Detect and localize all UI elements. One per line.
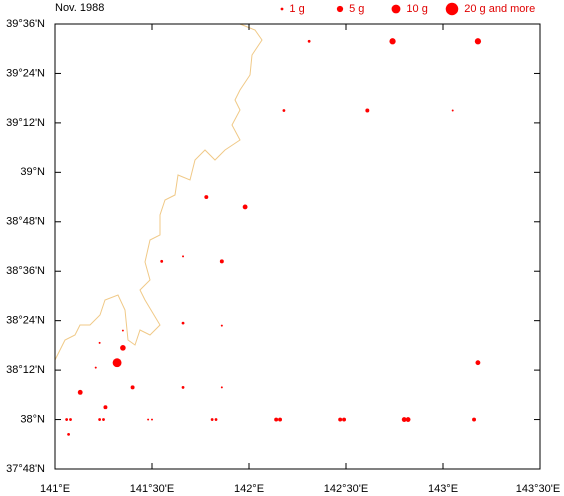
catch-point [98,341,101,344]
catch-point [220,324,223,327]
catch-point [65,418,69,421]
plot-frame [54,23,541,470]
catch-point [69,418,72,421]
catch-point [220,386,223,389]
catch-point [405,417,411,422]
catch-point [365,108,370,113]
catch-point [160,259,164,263]
x-tick-label: 142°E [234,483,264,495]
coastline [54,23,263,361]
x-tick-label: 141°E [40,483,70,495]
catch-point [181,321,185,325]
y-tick-label: 39°N [20,166,45,178]
legend-marker [391,4,401,14]
catch-point [242,204,248,210]
catch-point [338,417,343,422]
legend-marker [336,5,344,13]
legend-label: 20 g and more [464,3,535,15]
x-tick-label: 143°30'E [516,483,560,495]
y-tick-label: 39°36'N [6,18,45,30]
catch-point [121,329,124,332]
x-tick-label: 141°30'E [130,483,174,495]
catch-point [475,360,481,366]
catch-point [98,418,102,421]
catch-point [182,255,185,258]
catch-point [102,418,105,421]
catch-point [342,417,347,422]
catch-point [278,417,283,422]
y-tick-label: 38°N [20,413,45,425]
catch-point [112,358,122,368]
catch-point [474,38,482,45]
legend-label: 5 g [349,3,364,15]
y-tick-label: 37°48'N [6,463,45,475]
catch-point [77,389,83,395]
y-tick-label: 38°48'N [6,216,45,228]
catch-point [120,345,126,351]
catch-point [147,418,150,421]
y-tick-label: 39°24'N [6,67,45,79]
catch-point [67,432,70,436]
chart-title: Nov. 1988 [55,2,104,14]
y-tick-label: 38°12'N [6,364,45,376]
legend-label: 10 g [406,3,427,15]
catch-point [451,109,454,112]
y-tick-label: 38°36'N [6,265,45,277]
catch-point [401,417,407,422]
catch-point [274,417,279,422]
catch-point [94,366,97,369]
x-tick-label: 142°30'E [324,483,368,495]
catch-point [103,405,108,410]
catch-point [389,38,396,45]
catch-point [204,195,209,200]
x-tick-label: 143°E [428,483,458,495]
y-tick-label: 39°12'N [6,117,45,129]
catch-point [181,386,185,389]
catch-point [214,418,218,421]
catch-point [210,418,214,421]
catch-point [472,417,477,422]
catch-point [307,39,311,43]
legend-label: 1 g [289,3,304,15]
legend-marker [280,7,284,11]
catch-point [219,259,224,264]
catch-point [151,418,153,421]
catch-point [282,109,286,112]
y-tick-label: 38°24'N [6,315,45,327]
legend-marker [445,2,459,16]
catch-point [130,385,135,390]
